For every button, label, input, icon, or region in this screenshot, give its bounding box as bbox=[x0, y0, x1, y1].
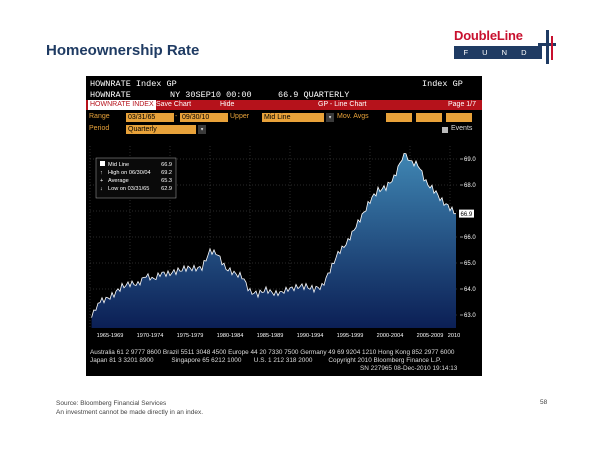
hide-button[interactable]: Hide bbox=[220, 100, 234, 110]
y-tick-label-3: 66.0 bbox=[464, 235, 476, 241]
legend-average-value: 65.3 bbox=[161, 178, 172, 184]
y-tick-label-2: 65.0 bbox=[464, 261, 476, 267]
upper-label: Upper bbox=[230, 113, 249, 120]
terminal-footer-2: Japan 81 3 3201 8900 Singapore 65 6212 1… bbox=[90, 357, 441, 364]
range-separator: - bbox=[175, 113, 177, 120]
x-tick-label-5: 1990-1994 bbox=[297, 333, 324, 339]
legend-mid-swatch bbox=[100, 161, 105, 166]
x-tick-label-0: 1965-1969 bbox=[97, 333, 124, 339]
disclaimer-line: An investment cannot be made directly in… bbox=[56, 408, 203, 417]
mov-avg-field-2[interactable] bbox=[416, 113, 442, 122]
logo-cross-horizontal bbox=[538, 43, 556, 46]
legend-mid-value: 66.9 bbox=[161, 162, 172, 168]
legend-high-label: High on 06/30/04 bbox=[108, 170, 151, 176]
x-tick-label-6: 1995-1999 bbox=[337, 333, 364, 339]
logo-funds-bar: F U N D S bbox=[454, 46, 542, 59]
legend-low-value: 62.9 bbox=[161, 186, 172, 192]
mov-avgs-label: Mov. Avgs bbox=[337, 113, 369, 120]
y-tick-label-5: 68.0 bbox=[464, 183, 476, 189]
terminal-header: HOWNRATE Index GP bbox=[90, 79, 177, 89]
last-value-label: 66.9 bbox=[461, 212, 473, 218]
slide-title: Homeownership Rate bbox=[46, 42, 199, 59]
chart-legend: Mid Line 66.9 ↑ High on 06/30/04 69.2 + … bbox=[96, 158, 176, 198]
mov-avg-field-1[interactable] bbox=[386, 113, 412, 122]
bloomberg-terminal: HOWNRATE Index GP Index GP HOWNRATE NY 3… bbox=[86, 76, 482, 376]
y-tick-label-1: 64.0 bbox=[464, 287, 476, 293]
chart-x-axis: 1965-1969 1970-1974 1975-1979 1980-1984 1985… bbox=[97, 333, 461, 339]
period-dropdown-icon[interactable]: ▾ bbox=[198, 125, 206, 134]
page-indicator[interactable]: Page 1/7 bbox=[448, 100, 476, 110]
save-chart-button[interactable]: Save Chart bbox=[156, 100, 191, 110]
source-note: Source: Bloomberg Financial Services An … bbox=[56, 399, 203, 417]
menu-chart-type: GP - Line Chart bbox=[318, 100, 367, 110]
events-checkbox[interactable] bbox=[442, 127, 448, 133]
range-label: Range bbox=[89, 113, 110, 120]
mov-avg-field-3[interactable] bbox=[446, 113, 472, 122]
logo-cross-vertical bbox=[546, 30, 549, 64]
legend-high-value: 69.2 bbox=[161, 170, 172, 176]
legend-mid-label: Mid Line bbox=[108, 162, 129, 168]
terminal-last-value: 66.9 QUARTERLY bbox=[278, 90, 349, 100]
x-tick-label-7: 2000-2004 bbox=[377, 333, 404, 339]
source-line: Source: Bloomberg Financial Services bbox=[56, 399, 203, 408]
chart-y-axis: 63.0 64.0 65.0 66.0 68.0 69.0 bbox=[460, 157, 476, 319]
upper-dropdown-icon[interactable]: ▾ bbox=[326, 113, 334, 122]
x-tick-label-2: 1975-1979 bbox=[177, 333, 204, 339]
terminal-date: NY 30SEP10 00:00 bbox=[170, 90, 252, 100]
legend-high-icon: ↑ bbox=[100, 170, 103, 176]
page-number: 58 bbox=[540, 399, 547, 406]
menu-bar: HOWNRATE INDEX Save Chart Hide GP - Line… bbox=[86, 100, 482, 110]
legend-average-icon: + bbox=[100, 178, 103, 184]
range-start-input[interactable]: 03/31/65 bbox=[126, 113, 174, 122]
x-tick-label-9: 2010 bbox=[448, 333, 460, 339]
x-tick-label-1: 1970-1974 bbox=[137, 333, 164, 339]
x-tick-label-4: 1985-1989 bbox=[257, 333, 284, 339]
terminal-header-right: Index GP bbox=[422, 79, 463, 89]
legend-low-label: Low on 03/31/65 bbox=[108, 186, 149, 192]
terminal-footer-3: SN 227965 08-Dec-2010 19:14:13 bbox=[360, 365, 457, 372]
range-end-input[interactable]: 09/30/10 bbox=[180, 113, 228, 122]
x-tick-label-8: 2005-2009 bbox=[417, 333, 444, 339]
x-tick-label-3: 1980-1984 bbox=[217, 333, 244, 339]
menu-index[interactable]: HOWNRATE INDEX bbox=[88, 100, 156, 110]
terminal-ticker: HOWNRATE bbox=[90, 90, 131, 100]
doubleline-logo: DoubleLine F U N D S bbox=[454, 28, 556, 64]
logo-cross-accent bbox=[551, 36, 553, 60]
period-label: Period bbox=[89, 125, 109, 132]
legend-average-label: Average bbox=[108, 178, 129, 184]
homeownership-chart: 63.0 64.0 65.0 66.0 68.0 69.0 1965-1969 1970-1… bbox=[86, 136, 482, 346]
upper-select[interactable]: Mid Line bbox=[262, 113, 324, 122]
legend-low-icon: ↓ bbox=[100, 186, 103, 192]
logo-word: DoubleLine bbox=[454, 28, 523, 43]
y-tick-label-6: 69.0 bbox=[464, 157, 476, 163]
terminal-footer-1: Australia 61 2 9777 8600 Brazil 5511 304… bbox=[90, 349, 454, 356]
period-select[interactable]: Quarterly bbox=[126, 125, 196, 134]
chart-last-value: 66.9 bbox=[459, 210, 474, 218]
events-label: Events bbox=[451, 125, 472, 132]
y-tick-label-0: 63.0 bbox=[464, 313, 476, 319]
